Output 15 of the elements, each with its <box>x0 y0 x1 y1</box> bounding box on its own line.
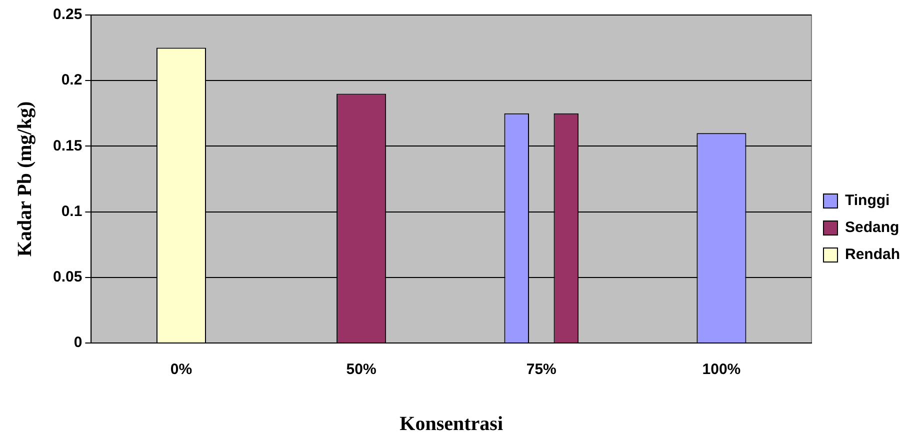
y-tick-label: 0.05 <box>52 268 82 286</box>
x-tick-label: 50% <box>346 361 376 378</box>
x-tick-label: 0% <box>170 361 192 378</box>
legend-label: Tinggi <box>844 192 890 210</box>
y-tick-label: 0.2 <box>61 72 82 89</box>
y-axis-title: Kadar Pb (mg/kg) <box>14 101 36 257</box>
legend-label: Rendah <box>844 246 900 264</box>
x-axis-title: Konsentrasi <box>400 413 504 436</box>
y-tick-label: 0 <box>74 334 82 352</box>
x-tick-label: 75% <box>526 361 556 378</box>
legend-label: Sedang <box>844 219 900 236</box>
x-tick-label: 100% <box>702 361 741 378</box>
y-tick-label: 0.25 <box>52 6 82 24</box>
y-tick-label: 0.1 <box>61 202 82 220</box>
y-tick-label: 0.15 <box>52 137 82 154</box>
